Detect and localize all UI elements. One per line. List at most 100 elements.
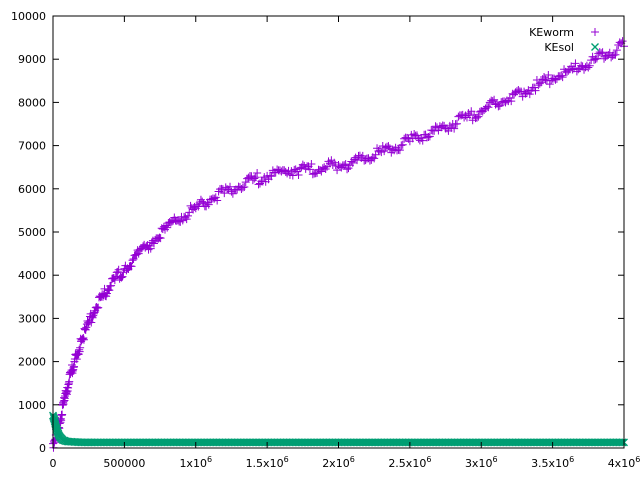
data-point	[128, 256, 137, 265]
data-point	[82, 323, 91, 332]
legend-label-KEworm: KEworm	[529, 26, 574, 39]
data-point	[490, 95, 499, 104]
data-point	[571, 59, 580, 68]
x-tick-exponent: 6	[284, 455, 289, 464]
data-point	[251, 173, 260, 182]
data-point	[612, 46, 621, 55]
data-point	[240, 182, 249, 191]
data-point	[107, 281, 116, 290]
data-point	[558, 73, 567, 82]
data-point	[70, 362, 79, 371]
data-point	[618, 438, 627, 447]
plot-marks	[49, 37, 628, 452]
data-point	[90, 308, 99, 317]
data-point	[488, 97, 497, 106]
data-point	[87, 318, 96, 327]
data-point	[146, 244, 155, 253]
data-point	[161, 225, 170, 234]
data-point	[472, 113, 481, 122]
data-point	[424, 133, 433, 142]
data-point	[398, 140, 407, 149]
data-point	[228, 189, 237, 198]
x-tick-label: 4x106	[608, 455, 640, 470]
data-point	[517, 87, 526, 96]
data-point	[544, 438, 553, 447]
x-tick-base: 1x10	[179, 457, 207, 470]
data-point	[182, 215, 191, 224]
x-tick-base: 3.5x10	[531, 457, 569, 470]
x-tick-label: 3x106	[465, 455, 498, 470]
data-point	[544, 70, 553, 79]
data-point	[425, 132, 434, 141]
data-point	[617, 438, 626, 447]
data-point	[291, 165, 300, 174]
data-point	[79, 333, 88, 342]
legend: KEworm KEsol	[529, 26, 599, 54]
data-point	[105, 286, 114, 295]
x-tick-label: 1.5x106	[246, 455, 289, 470]
data-point	[531, 86, 540, 95]
x-tick-label: 500000	[103, 457, 145, 470]
data-point	[535, 79, 544, 88]
x-tick-base: 4x10	[608, 457, 636, 470]
data-point	[358, 151, 367, 160]
data-point	[58, 410, 67, 419]
data-point	[397, 141, 406, 150]
data-point	[226, 182, 235, 191]
data-point	[98, 290, 107, 299]
data-point	[265, 171, 274, 180]
data-point	[94, 303, 103, 312]
y-tick-label: 7000	[18, 140, 46, 153]
data-point	[85, 317, 94, 326]
data-point	[598, 48, 607, 57]
data-point	[213, 196, 222, 205]
data-point	[331, 161, 340, 170]
x-tick-exponent: 6	[426, 455, 431, 464]
data-point	[110, 276, 119, 285]
data-point	[401, 438, 410, 447]
x-tick-exponent: 6	[635, 455, 640, 464]
data-point	[307, 160, 316, 169]
y-tick-label: 1000	[18, 399, 46, 412]
data-point	[541, 75, 550, 84]
data-point	[611, 50, 620, 59]
data-point	[117, 273, 126, 282]
y-tick-label: 10000	[11, 10, 46, 23]
data-point	[132, 250, 141, 259]
data-point	[452, 119, 461, 128]
data-point	[460, 113, 469, 122]
data-point	[597, 49, 606, 58]
x-tick-label: 2.5x106	[388, 455, 431, 470]
y-tick-label: 0	[39, 442, 46, 455]
data-point	[474, 112, 483, 121]
data-point	[129, 254, 138, 263]
data-point	[413, 131, 422, 140]
data-point	[445, 121, 454, 130]
data-point	[114, 265, 123, 274]
data-point	[484, 103, 493, 112]
data-point	[131, 251, 140, 260]
x-tick-exponent: 6	[569, 455, 574, 464]
data-point	[564, 66, 573, 75]
data-point	[525, 90, 534, 99]
y-tick-label: 6000	[18, 183, 46, 196]
x-tick-label: 2x106	[322, 455, 355, 470]
data-point	[65, 377, 74, 386]
data-point	[76, 343, 85, 352]
data-point	[204, 200, 213, 209]
data-point	[395, 146, 404, 155]
legend-marker-KEsol	[591, 43, 599, 51]
y-tick-label: 5000	[18, 226, 46, 239]
data-point	[494, 102, 503, 111]
x-tick-exponent: 6	[492, 455, 497, 464]
data-point	[495, 101, 504, 110]
y-tick-label: 3000	[18, 312, 46, 325]
data-point	[203, 198, 212, 207]
data-point	[100, 284, 109, 293]
data-point	[258, 438, 267, 447]
data-point	[615, 438, 624, 447]
x-tick-exponent: 6	[207, 455, 212, 464]
x-tick-label: 1x106	[179, 455, 212, 470]
data-point	[557, 71, 566, 80]
